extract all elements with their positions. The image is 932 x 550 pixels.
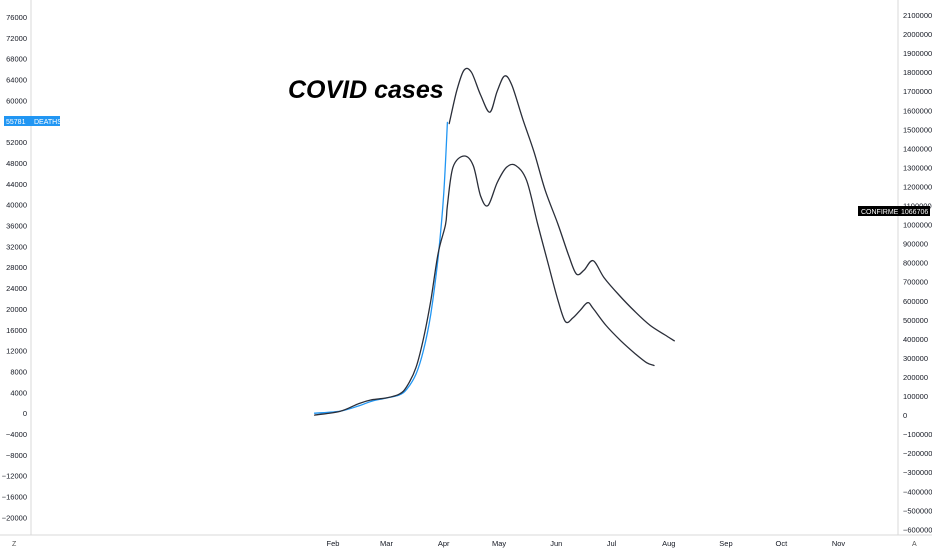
right-tick-label: 1000000 xyxy=(903,221,932,230)
time-tick-label: Oct xyxy=(775,539,788,548)
left-tick-label: 40000 xyxy=(6,201,27,210)
series-line-1[interactable] xyxy=(313,155,655,416)
confirmed-label-box xyxy=(858,206,898,216)
series-line-0[interactable] xyxy=(313,121,449,414)
time-tick-label: Feb xyxy=(327,539,340,548)
right-tick-label: −400000 xyxy=(903,487,932,496)
auto-scale-button[interactable]: A xyxy=(912,541,917,548)
right-tick-label: 2000000 xyxy=(903,30,932,39)
right-axis-ticks[interactable]: 2100000200000019000001800000170000016000… xyxy=(903,11,932,534)
left-tick-label: 32000 xyxy=(6,242,27,251)
right-tick-label: −100000 xyxy=(903,430,932,439)
left-tick-label: 64000 xyxy=(6,76,27,85)
right-tick-label: 1500000 xyxy=(903,125,932,134)
right-tick-label: 700000 xyxy=(903,278,928,287)
right-tick-label: 1400000 xyxy=(903,144,932,153)
deaths-price-tag: 55781 DEATHS xyxy=(4,116,62,126)
time-tick-label: Mar xyxy=(380,539,393,548)
left-tick-label: 44000 xyxy=(6,180,27,189)
right-tick-label: 200000 xyxy=(903,373,928,382)
time-tick-label: Jun xyxy=(550,539,562,548)
series-layer xyxy=(313,67,675,416)
deaths-value-box xyxy=(4,116,32,126)
deaths-label-box xyxy=(32,116,60,126)
right-tick-label: 900000 xyxy=(903,240,928,249)
confirmed-value: 1066706 xyxy=(901,209,928,216)
left-tick-label: 0 xyxy=(23,409,27,418)
right-tick-label: 2100000 xyxy=(903,11,932,20)
right-tick-label: 1700000 xyxy=(903,87,932,96)
left-tick-label: −20000 xyxy=(2,513,27,522)
time-tick-label: May xyxy=(492,539,506,548)
left-tick-label: 72000 xyxy=(6,34,27,43)
right-tick-label: 1200000 xyxy=(903,182,932,191)
right-tick-label: 0 xyxy=(903,411,907,420)
time-axis-ticks[interactable]: Feb Mar Apr May Jun Jul Aug Sep Oct Nov xyxy=(327,539,846,548)
time-tick-label: Aug xyxy=(662,539,675,548)
deaths-label: DEATHS xyxy=(34,119,62,126)
confirmed-price-tag: CONFIRMED 1066706 xyxy=(858,206,930,216)
right-tick-label: 1600000 xyxy=(903,106,932,115)
right-tick-label: 500000 xyxy=(903,316,928,325)
right-tick-label: 600000 xyxy=(903,297,928,306)
right-tick-label: −200000 xyxy=(903,449,932,458)
time-tick-label: Sep xyxy=(719,539,732,548)
time-tick-label: Jul xyxy=(607,539,617,548)
left-tick-label: 52000 xyxy=(6,138,27,147)
left-tick-label: 4000 xyxy=(10,388,27,397)
left-axis-ticks[interactable]: 7600072000680006400060000560005200048000… xyxy=(2,13,27,522)
series-line-2[interactable] xyxy=(448,67,675,342)
right-tick-label: −300000 xyxy=(903,468,932,477)
left-tick-label: −16000 xyxy=(2,493,27,502)
chart-title: COVID cases xyxy=(288,76,444,104)
left-tick-label: 48000 xyxy=(6,159,27,168)
left-tick-label: 76000 xyxy=(6,13,27,22)
right-tick-label: 800000 xyxy=(903,259,928,268)
left-tick-label: −12000 xyxy=(2,472,27,481)
left-tick-label: 60000 xyxy=(6,96,27,105)
left-tick-label: −8000 xyxy=(6,451,27,460)
right-tick-label: 1300000 xyxy=(903,163,932,172)
right-tick-label: 1800000 xyxy=(903,68,932,77)
deaths-value: 55781 xyxy=(6,119,26,126)
right-tick-label: −600000 xyxy=(903,525,932,534)
right-tick-label: 1900000 xyxy=(903,49,932,58)
time-tick-label: Nov xyxy=(832,539,846,548)
right-tick-label: 400000 xyxy=(903,335,928,344)
left-tick-label: −4000 xyxy=(6,430,27,439)
left-tick-label: 16000 xyxy=(6,326,27,335)
left-tick-label: 8000 xyxy=(10,367,27,376)
right-tick-label: 300000 xyxy=(903,354,928,363)
left-tick-label: 12000 xyxy=(6,347,27,356)
confirmed-label: CONFIRMED xyxy=(861,209,903,216)
left-tick-label: 36000 xyxy=(6,222,27,231)
left-tick-label: 20000 xyxy=(6,305,27,314)
confirmed-value-box xyxy=(898,206,930,216)
left-tick-label: 68000 xyxy=(6,55,27,64)
right-tick-label: 100000 xyxy=(903,392,928,401)
timezone-button[interactable]: Z xyxy=(12,541,17,548)
time-tick-label: Apr xyxy=(438,539,450,548)
left-tick-label: 24000 xyxy=(6,284,27,293)
right-tick-label: −500000 xyxy=(903,506,932,515)
left-tick-label: 28000 xyxy=(6,263,27,272)
